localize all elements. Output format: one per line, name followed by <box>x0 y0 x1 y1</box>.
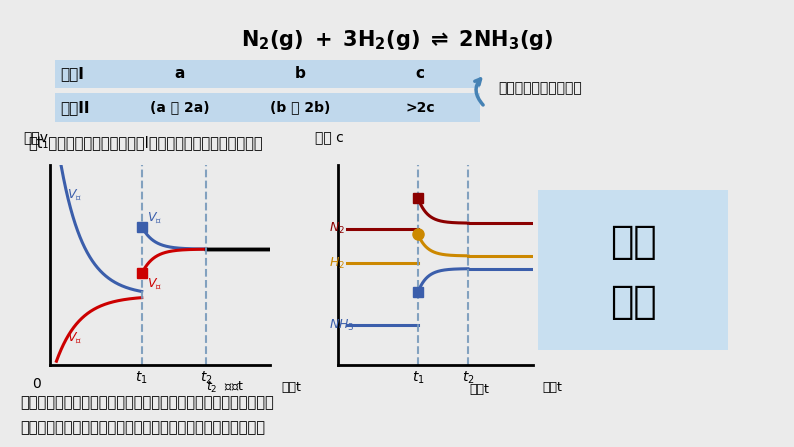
Text: $V_{正}$: $V_{正}$ <box>147 211 162 225</box>
Text: c: c <box>415 67 425 81</box>
Text: $V_{正}$: $V_{正}$ <box>67 187 82 202</box>
Text: 加压（体积缩小一半）: 加压（体积缩小一半） <box>498 81 582 95</box>
Text: 加压平衡右移的结果：正逆速率都增大、反应物转化率增大、所有: 加压平衡右移的结果：正逆速率都增大、反应物转化率增大、所有 <box>20 395 274 410</box>
Text: 在t₁时刻（反应处于平衡状态I），我们将容器体积缩小一半: 在t₁时刻（反应处于平衡状态I），我们将容器体积缩小一半 <box>28 135 263 150</box>
Text: 时间t: 时间t <box>470 383 490 396</box>
Text: 速率v: 速率v <box>24 131 48 145</box>
Text: 断点: 断点 <box>610 283 657 321</box>
Text: $H_2$: $H_2$ <box>329 256 345 271</box>
Text: 物质浓度都变大、反应物体积分数减小、生成物体积分数增大。: 物质浓度都变大、反应物体积分数减小、生成物体积分数增大。 <box>20 420 265 435</box>
Text: 平衡I: 平衡I <box>60 67 84 81</box>
Text: (b ～ 2b): (b ～ 2b) <box>270 101 330 114</box>
Text: $NH_3$: $NH_3$ <box>329 317 354 333</box>
Text: a: a <box>175 67 185 81</box>
Text: >2c: >2c <box>405 101 435 114</box>
Bar <box>55 93 480 122</box>
Text: $V_{逆}$: $V_{逆}$ <box>147 276 162 291</box>
Text: 平衡II: 平衡II <box>60 100 90 115</box>
Bar <box>55 60 480 88</box>
Text: $V_{逆}$: $V_{逆}$ <box>67 330 82 345</box>
Bar <box>538 190 728 350</box>
Text: b: b <box>295 67 306 81</box>
Text: 时间t: 时间t <box>281 381 301 394</box>
Text: 全部: 全部 <box>610 223 657 261</box>
Text: 时间t: 时间t <box>543 381 563 394</box>
Text: $\mathbf{N_2(g)\ +\ 3H_2(g)\ \rightleftharpoons\ 2NH_3(g)}$: $\mathbf{N_2(g)\ +\ 3H_2(g)\ \rightlefth… <box>241 28 553 52</box>
Text: (a ～ 2a): (a ～ 2a) <box>150 101 210 114</box>
Text: $t_2$  时间t: $t_2$ 时间t <box>206 380 244 395</box>
Text: $N_2$: $N_2$ <box>329 221 345 236</box>
Text: 0: 0 <box>33 377 41 391</box>
Text: 浓度 c: 浓度 c <box>314 131 343 145</box>
